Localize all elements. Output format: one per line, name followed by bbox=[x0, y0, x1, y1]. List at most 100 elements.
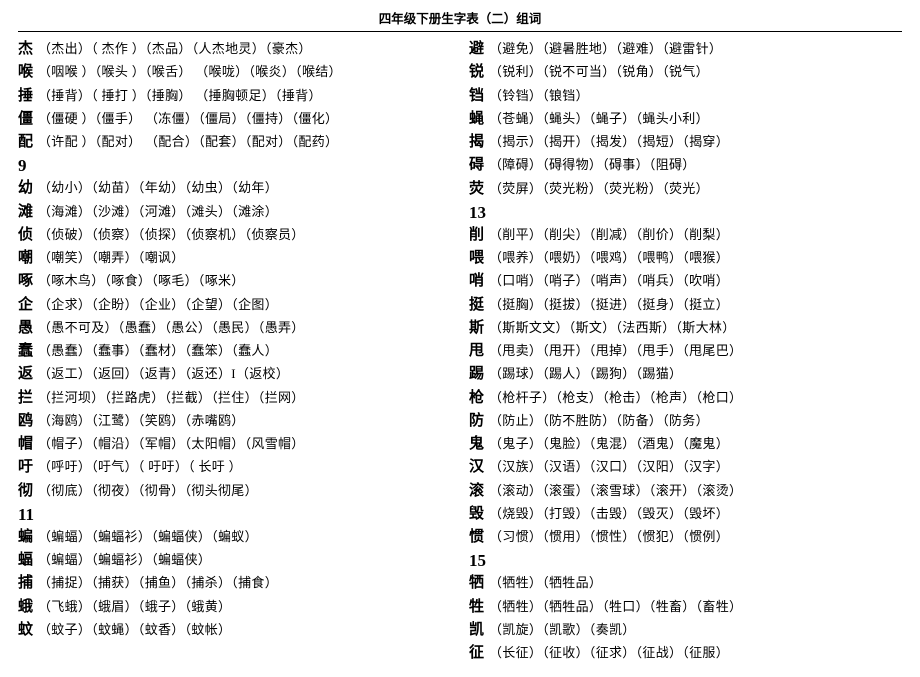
word-row: 征（长征）（征收）（征求）（征战）（征服） bbox=[469, 642, 902, 665]
head-char: 嘲 bbox=[18, 247, 38, 270]
head-char: 愚 bbox=[18, 317, 38, 340]
section-number: 15 bbox=[469, 550, 902, 572]
word-row: 滩（海滩）（沙滩）（河滩）（滩头）（滩涂） bbox=[18, 201, 451, 224]
head-char: 蝇 bbox=[469, 108, 489, 131]
head-char: 侦 bbox=[18, 224, 38, 247]
word-list: （斯斯文文）（斯文）（法西斯）（斯大林） bbox=[489, 318, 902, 338]
word-row: 蝠（蝙蝠）（蝙蝠衫）（蝙蝠侠） bbox=[18, 549, 451, 572]
section-number: 13 bbox=[469, 202, 902, 224]
head-char: 揭 bbox=[469, 131, 489, 154]
head-char: 斯 bbox=[469, 317, 489, 340]
word-list: （障碍）（碍得物）（碍事）（阻碍） bbox=[489, 155, 902, 175]
head-char: 碍 bbox=[469, 154, 489, 177]
word-list: （汉族）（汉语）（汉口）（汉阳）（汉字） bbox=[489, 457, 902, 477]
head-char: 拦 bbox=[18, 387, 38, 410]
word-row: 蚊（蚊子）（蚊蝇）（蚊香）（蚊帐） bbox=[18, 619, 451, 642]
word-row: 愚（愚不可及）（愚蠢）（愚公）（愚民）（愚弄） bbox=[18, 317, 451, 340]
word-list: （返工）（返回）（返青）（返还）I（返校） bbox=[38, 364, 451, 384]
head-char: 蛾 bbox=[18, 596, 38, 619]
word-row: 碍（障碍）（碍得物）（碍事）（阻碍） bbox=[469, 154, 902, 177]
word-row: 滚（滚动）（滚蛋）（滚雪球）（滚开）（滚烫） bbox=[469, 480, 902, 503]
word-row: 防（防止）（防不胜防）（防备）（防务） bbox=[469, 410, 902, 433]
word-list: （蝙蝠）（蝙蝠衫）（蝙蝠侠）（蝙蚁） bbox=[38, 527, 451, 547]
head-char: 企 bbox=[18, 294, 38, 317]
word-row: 蠢（愚蠢）（蠢事）（蠢材）（蠢笨）（蠢人） bbox=[18, 340, 451, 363]
word-list: （愚不可及）（愚蠢）（愚公）（愚民）（愚弄） bbox=[38, 318, 451, 338]
word-list: （凯旋）（凯歌）（奏凯） bbox=[489, 620, 902, 640]
word-row: 返（返工）（返回）（返青）（返还）I（返校） bbox=[18, 363, 451, 386]
word-list: （海鸥）（江鹭）（笑鸥）（赤嘴鸥） bbox=[38, 411, 451, 431]
word-row: 汉（汉族）（汉语）（汉口）（汉阳）（汉字） bbox=[469, 456, 902, 479]
word-list: （避免）（避暑胜地）（避难）（避雷针） bbox=[489, 39, 902, 59]
word-list: （苍蝇）（蝇头）（蝇子）（蝇头小利） bbox=[489, 109, 902, 129]
head-char: 蝠 bbox=[18, 549, 38, 572]
word-row: 铛（铃铛）（锒铛） bbox=[469, 85, 902, 108]
word-row: 揭（揭示）（揭开）（揭发）（揭短）（揭穿） bbox=[469, 131, 902, 154]
head-char: 荧 bbox=[469, 178, 489, 201]
word-list: （帽子）（帽沿）（军帽）（太阳帽）（风雪帽） bbox=[38, 434, 451, 454]
word-row: 挺（挺胸）（挺拔）（挺进）（挺身）（挺立） bbox=[469, 294, 902, 317]
word-row: 荧（荧屏）（荧光粉）（荧光粉）（荧光） bbox=[469, 178, 902, 201]
head-char: 蚊 bbox=[18, 619, 38, 642]
word-list: （挺胸）（挺拔）（挺进）（挺身）（挺立） bbox=[489, 295, 902, 315]
word-row: 哨（口哨）（哨子）（哨声）（哨兵）（吹哨） bbox=[469, 270, 902, 293]
head-char: 滩 bbox=[18, 201, 38, 224]
word-list: （喂养）（喂奶）（喂鸡）（喂鸭）（喂猴） bbox=[489, 248, 902, 268]
head-char: 甩 bbox=[469, 340, 489, 363]
head-char: 避 bbox=[469, 38, 489, 61]
page-title: 四年级下册生字表（二）组词 bbox=[18, 8, 902, 32]
word-list: （烧毁）（打毁）（击毁）（毁灭）（毁坏） bbox=[489, 504, 902, 524]
head-char: 杰 bbox=[18, 38, 38, 61]
head-char: 捶 bbox=[18, 85, 38, 108]
word-row: 蝇（苍蝇）（蝇头）（蝇子）（蝇头小利） bbox=[469, 108, 902, 131]
word-row: 避（避免）（避暑胜地）（避难）（避雷针） bbox=[469, 38, 902, 61]
word-list: （防止）（防不胜防）（防备）（防务） bbox=[489, 411, 902, 431]
head-char: 喉 bbox=[18, 61, 38, 84]
word-row: 僵（僵硬 ）（僵手） （冻僵）（僵局）（僵持）（僵化） bbox=[18, 108, 451, 131]
word-list: （侦破）（侦察）（侦探）（侦察机）（侦察员） bbox=[38, 225, 451, 245]
word-row: 嘲（嘲笑）（嘲弄）（嘲讽） bbox=[18, 247, 451, 270]
word-row: 牺（牺牲）（牺牲品） bbox=[469, 572, 902, 595]
word-list: （飞蛾）（蛾眉）（蛾子）（蛾黄） bbox=[38, 597, 451, 617]
word-row: 毁（烧毁）（打毁）（击毁）（毁灭）（毁坏） bbox=[469, 503, 902, 526]
head-char: 铛 bbox=[469, 85, 489, 108]
word-list: （咽喉 ）（喉头 ）（喉舌） （喉咙）（喉炎）（喉结） bbox=[38, 62, 451, 82]
word-row: 帽（帽子）（帽沿）（军帽）（太阳帽）（风雪帽） bbox=[18, 433, 451, 456]
word-list: （蚊子）（蚊蝇）（蚊香）（蚊帐） bbox=[38, 620, 451, 640]
word-list: （踢球）（踢人）（踢狗）（踢猫） bbox=[489, 364, 902, 384]
word-list: （鬼子）（鬼脸）（鬼混）（酒鬼）（魔鬼） bbox=[489, 434, 902, 454]
word-row: 牲（牺牲）（牺牲品）（牲口）（牲畜）（畜牲） bbox=[469, 596, 902, 619]
head-char: 毁 bbox=[469, 503, 489, 526]
word-list: （口哨）（哨子）（哨声）（哨兵）（吹哨） bbox=[489, 271, 902, 291]
word-row: 鬼（鬼子）（鬼脸）（鬼混）（酒鬼）（魔鬼） bbox=[469, 433, 902, 456]
word-list: （啄木鸟）（啄食）（啄毛）（啄米） bbox=[38, 271, 451, 291]
section-number: 11 bbox=[18, 504, 451, 526]
head-char: 僵 bbox=[18, 108, 38, 131]
word-list: （荧屏）（荧光粉）（荧光粉）（荧光） bbox=[489, 179, 902, 199]
word-list: （僵硬 ）（僵手） （冻僵）（僵局）（僵持）（僵化） bbox=[38, 109, 451, 129]
head-char: 挺 bbox=[469, 294, 489, 317]
word-list: （杰出）（ 杰作 ）（杰品）（人杰地灵）（豪杰） bbox=[38, 39, 451, 59]
head-char: 蝙 bbox=[18, 526, 38, 549]
word-row: 鸥（海鸥）（江鹭）（笑鸥）（赤嘴鸥） bbox=[18, 410, 451, 433]
word-row: 蝙（蝙蝠）（蝙蝠衫）（蝙蝠侠）（蝙蚁） bbox=[18, 526, 451, 549]
head-char: 哨 bbox=[469, 270, 489, 293]
word-list: （拦河坝）（拦路虎）（拦截）（拦住）（拦网） bbox=[38, 388, 451, 408]
word-row: 配（许配 ）（配对） （配合）（配套）（配对）（配药） bbox=[18, 131, 451, 154]
word-list: （愚蠢）（蠢事）（蠢材）（蠢笨）（蠢人） bbox=[38, 341, 451, 361]
head-char: 削 bbox=[469, 224, 489, 247]
head-char: 滚 bbox=[469, 480, 489, 503]
head-char: 踢 bbox=[469, 363, 489, 386]
word-row: 锐（锐利）（锐不可当）（锐角）（锐气） bbox=[469, 61, 902, 84]
word-list: （甩卖）（甩开）（甩掉）（甩手）（甩尾巴） bbox=[489, 341, 902, 361]
section-number: 9 bbox=[18, 155, 451, 177]
word-list: （削平）（削尖）（削减）（削价）（削梨） bbox=[489, 225, 902, 245]
word-row: 捕（捕捉）（捕获）（捕鱼）（捕杀）（捕食） bbox=[18, 572, 451, 595]
head-char: 牲 bbox=[469, 596, 489, 619]
word-row: 枪（枪杆子）（枪支）（枪击）（枪声）（枪口） bbox=[469, 387, 902, 410]
word-row: 凯（凯旋）（凯歌）（奏凯） bbox=[469, 619, 902, 642]
head-char: 枪 bbox=[469, 387, 489, 410]
word-list: （企求）（企盼）（企业）（企望）（企图） bbox=[38, 295, 451, 315]
word-row: 幼（幼小）（幼苗）（年幼）（幼虫）（幼年） bbox=[18, 177, 451, 200]
word-row: 惯（习惯）（惯用）（惯性）（惯犯）（惯例） bbox=[469, 526, 902, 549]
